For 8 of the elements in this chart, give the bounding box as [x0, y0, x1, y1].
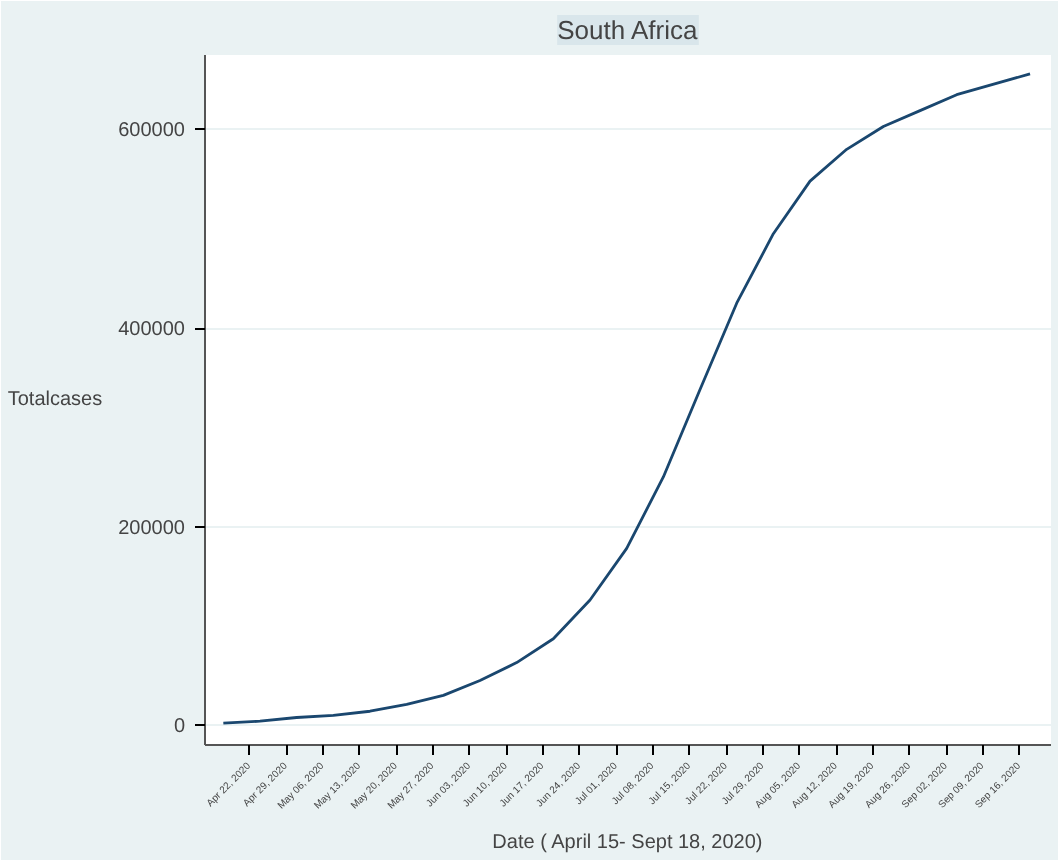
line-series: [221, 72, 1032, 725]
chart-title: South Africa: [557, 15, 699, 45]
y-tick-label: 0: [173, 716, 186, 739]
y-tick-label: 400000: [118, 319, 186, 342]
y-axis-title: Totalcases: [7, 389, 103, 411]
y-tick-label: 200000: [118, 517, 186, 540]
x-axis-title: Date ( April 15- Sept 18, 2020): [492, 832, 763, 855]
y-tick-label: 600000: [118, 120, 186, 143]
